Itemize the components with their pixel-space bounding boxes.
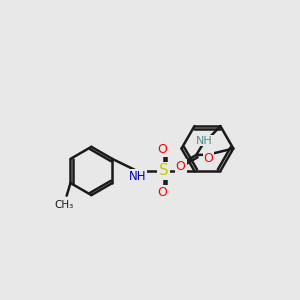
Text: NH: NH — [196, 136, 213, 146]
Text: O: O — [204, 152, 214, 165]
Text: O: O — [157, 143, 167, 156]
Text: CH₃: CH₃ — [54, 200, 73, 209]
Text: S: S — [159, 164, 168, 178]
Text: O: O — [157, 186, 167, 199]
Text: NH: NH — [129, 170, 146, 183]
Text: O: O — [176, 160, 186, 172]
